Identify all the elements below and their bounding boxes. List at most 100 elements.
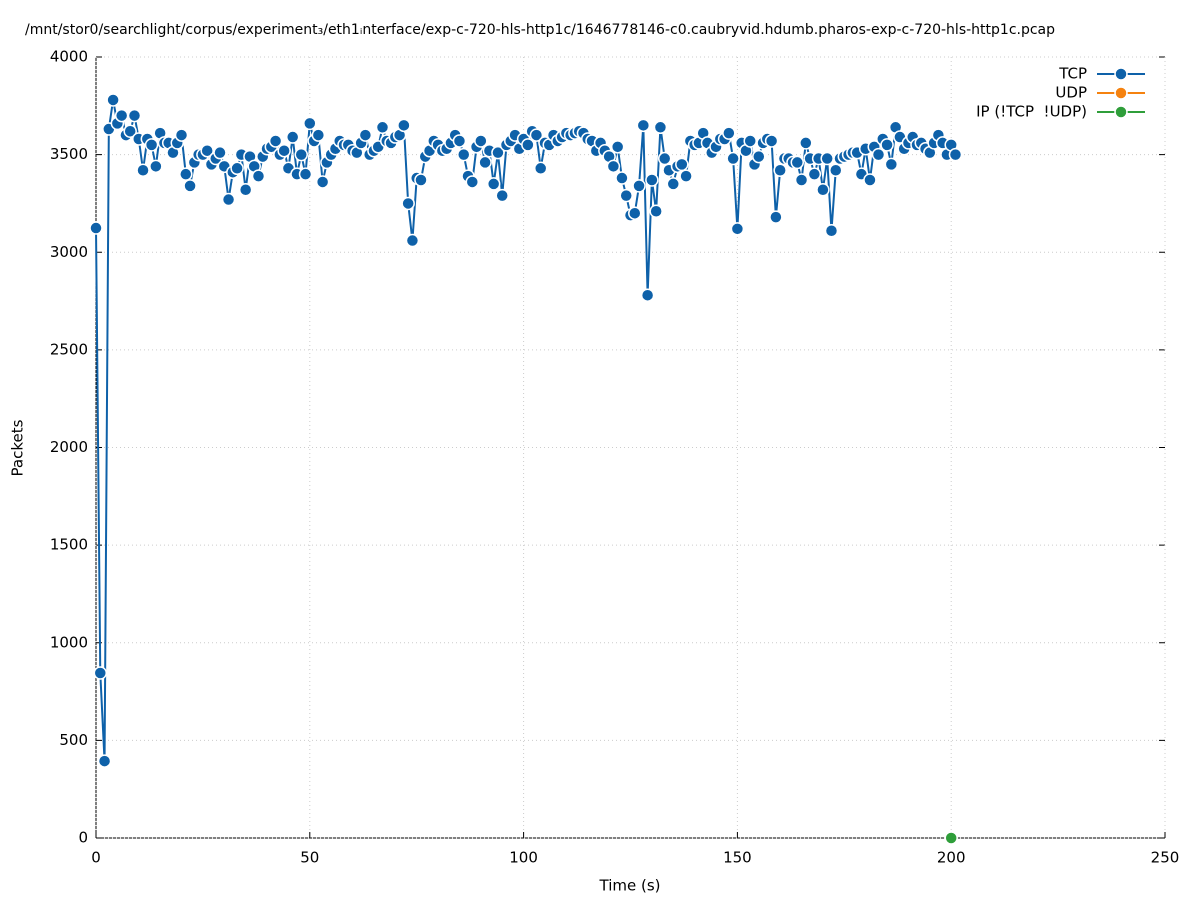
data-point xyxy=(645,173,659,187)
data-point xyxy=(478,155,492,170)
y-tick-label: 3000 xyxy=(50,243,88,261)
data-point xyxy=(294,147,308,162)
data-point xyxy=(730,222,745,236)
data-point xyxy=(268,134,283,148)
data-point xyxy=(285,130,300,144)
data-point xyxy=(948,147,963,162)
data-point xyxy=(123,124,137,138)
legend-marker xyxy=(1114,105,1128,119)
data-point xyxy=(863,173,877,187)
x-axis-label: Time (s) xyxy=(599,877,661,895)
legend-label: TCP xyxy=(1058,65,1087,83)
data-point xyxy=(752,149,766,164)
data-point xyxy=(880,138,894,152)
data-point xyxy=(871,147,886,162)
data-point xyxy=(529,128,544,142)
legend-label: IP (!TCP !UDP) xyxy=(976,103,1087,121)
data-point xyxy=(944,831,958,845)
data-point xyxy=(114,108,129,123)
data-point xyxy=(303,116,317,131)
data-point xyxy=(491,145,505,160)
data-point xyxy=(311,128,326,142)
data-point xyxy=(127,108,142,123)
data-point xyxy=(615,171,629,185)
data-point xyxy=(816,183,830,197)
data-point xyxy=(183,179,197,193)
x-tick-label: 200 xyxy=(937,849,966,867)
chart-title: /mnt/stor0/searchlight/corpus/experiment… xyxy=(25,22,1055,38)
y-tick-label: 1500 xyxy=(50,536,88,554)
data-point xyxy=(358,128,373,142)
data-point xyxy=(213,145,227,160)
y-tick-label: 0 xyxy=(78,829,88,847)
data-point xyxy=(722,126,736,140)
data-point xyxy=(97,754,112,768)
data-point xyxy=(200,143,214,158)
legend-label: UDP xyxy=(1055,84,1087,102)
data-point xyxy=(764,134,779,148)
data-point xyxy=(610,140,625,154)
data-point xyxy=(401,196,415,211)
data-point xyxy=(174,128,189,142)
data-point xyxy=(769,210,783,224)
data-point xyxy=(628,206,642,220)
data-point xyxy=(474,134,488,148)
y-tick-label: 2000 xyxy=(50,438,88,456)
y-tick-label: 1000 xyxy=(50,633,88,651)
data-point xyxy=(773,163,787,177)
data-point xyxy=(106,93,120,107)
data-point xyxy=(807,167,822,181)
data-point xyxy=(533,161,548,176)
data-point xyxy=(640,288,655,302)
data-point xyxy=(820,151,834,166)
y-tick-label: 500 xyxy=(59,731,88,749)
data-point xyxy=(452,134,467,148)
data-point xyxy=(221,192,236,207)
data-point xyxy=(238,183,253,197)
data-point xyxy=(636,118,651,133)
data-point xyxy=(743,134,757,148)
data-point xyxy=(679,169,693,183)
x-tick-label: 0 xyxy=(91,849,101,867)
x-tick-label: 250 xyxy=(1151,849,1180,867)
x-tick-label: 150 xyxy=(723,849,752,867)
data-point xyxy=(456,147,471,162)
data-point xyxy=(486,177,501,191)
data-point xyxy=(824,224,839,238)
data-point xyxy=(414,173,428,187)
data-point xyxy=(277,143,291,158)
data-point xyxy=(794,173,809,187)
data-point xyxy=(521,138,535,152)
data-point xyxy=(790,155,805,170)
x-tick-label: 100 xyxy=(509,849,538,867)
y-axis-label: Packets xyxy=(9,419,27,476)
data-point xyxy=(230,161,244,176)
data-point xyxy=(657,151,672,166)
y-tick-label: 4000 xyxy=(50,48,88,66)
data-point xyxy=(375,120,390,135)
data-point xyxy=(405,233,420,248)
data-point xyxy=(465,175,480,189)
data-point xyxy=(93,666,108,680)
data-point xyxy=(619,188,633,203)
data-point xyxy=(884,157,899,172)
data-point xyxy=(666,177,681,191)
y-tick-label: 2500 xyxy=(50,340,88,358)
data-point xyxy=(653,120,668,135)
data-point xyxy=(606,159,621,174)
data-point xyxy=(89,221,103,235)
data-point xyxy=(315,175,330,189)
data-point xyxy=(144,138,159,152)
legend-marker xyxy=(1114,86,1128,100)
data-point xyxy=(179,167,193,181)
data-point xyxy=(298,167,313,181)
data-point xyxy=(726,151,740,166)
data-point xyxy=(136,163,150,177)
data-point xyxy=(649,204,663,218)
data-point xyxy=(799,136,813,150)
data-point xyxy=(149,159,163,174)
data-point xyxy=(828,163,843,177)
data-point xyxy=(675,157,689,172)
legend-marker xyxy=(1114,67,1128,81)
data-point xyxy=(251,169,266,183)
